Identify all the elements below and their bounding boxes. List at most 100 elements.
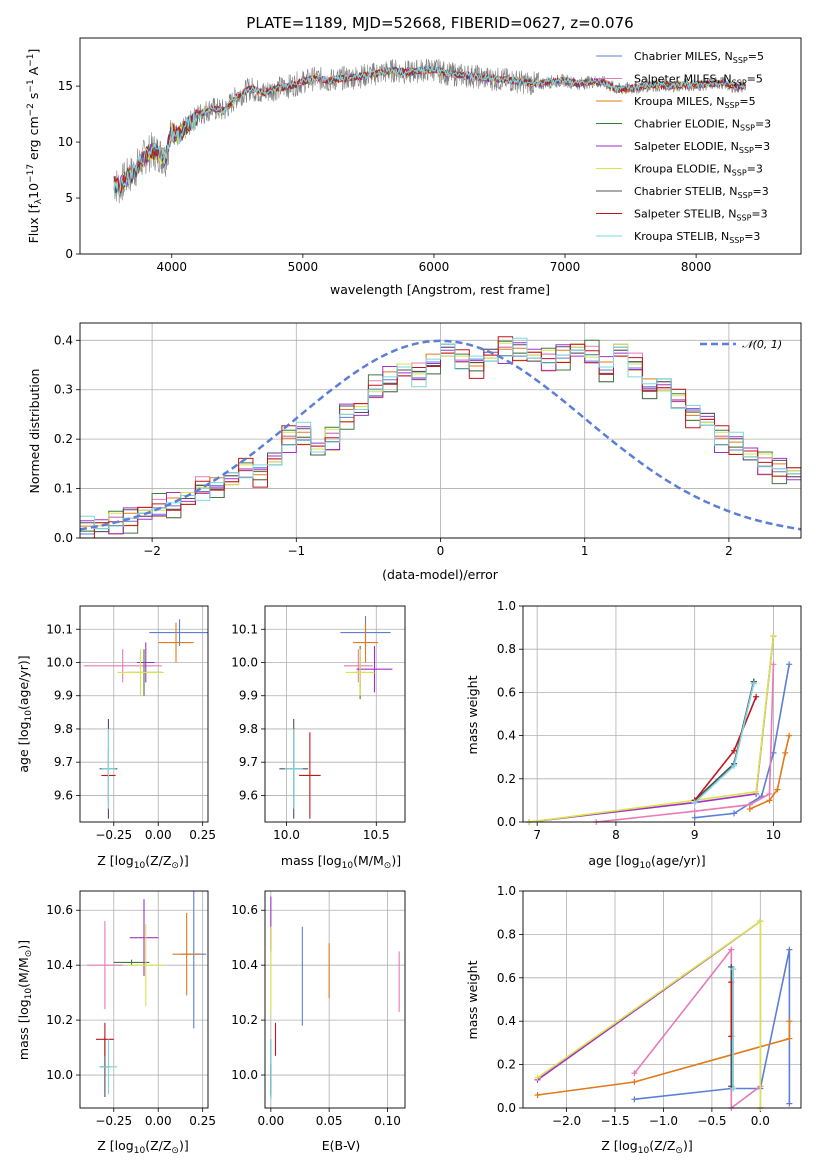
mwz-xlabel: Z [log10(Z/Z⊙)] xyxy=(601,1138,692,1156)
mass-weight-point xyxy=(730,966,737,973)
massz-xlabel: Z [log10(Z/Z⊙)] xyxy=(97,1138,188,1156)
mass-weight-point xyxy=(691,814,698,821)
normal-curve-line xyxy=(79,339,802,531)
y-tick-label: 1.0 xyxy=(497,599,516,613)
massebv-xlabel: E(B-V) xyxy=(322,1138,361,1153)
y-tick-label: 9.6 xyxy=(239,788,258,802)
x-tick-label: 10.5 xyxy=(363,828,390,842)
y-tick-label: 0.3 xyxy=(54,383,73,397)
x-tick-label: −0.5 xyxy=(697,1114,726,1128)
x-tick-label: −0.25 xyxy=(95,828,132,842)
panel-spectrum: PLATE=1189, MJD=52668, FIBERID=0627, z=0… xyxy=(26,14,802,297)
agemass-xlabel: mass [log10(M/M⊙)] xyxy=(281,853,401,871)
mass-weight-line xyxy=(529,636,775,822)
y-tick-label: 10.4 xyxy=(46,958,73,972)
mass-weight-point xyxy=(766,797,773,804)
mass-weight-point xyxy=(728,946,735,953)
agez-ylabel: age [log10(age/yr)] xyxy=(16,655,34,772)
mwage-ylabel: mass weight xyxy=(465,675,480,754)
histogram-series xyxy=(80,337,801,530)
x-tick-label: 4000 xyxy=(156,260,187,274)
x-tick-label: −2.0 xyxy=(552,1114,581,1128)
mass-weight-line xyxy=(537,1021,791,1096)
histogram-series xyxy=(80,336,801,538)
mass-weight-point xyxy=(631,1096,638,1103)
panel-massweight-vs-z: Z [log10(Z/Z⊙)] mass weight −2.0 −1.5 −1.0… xyxy=(465,884,802,1156)
x-tick-label: 0.00 xyxy=(145,1114,172,1128)
mass-weight-point xyxy=(774,786,781,793)
y-tick-label: 0.4 xyxy=(497,729,516,743)
histogram-series xyxy=(80,342,801,535)
massz-ylabel: mass [log10(M/M⊙)] xyxy=(16,940,34,1060)
y-tick-label: 1.0 xyxy=(497,884,516,898)
legend-label: 𝒩(0, 1) xyxy=(742,338,782,351)
y-tick-label: 10.6 xyxy=(46,903,73,917)
x-tick-label: 8000 xyxy=(681,260,712,274)
model-spectrum-line xyxy=(113,65,746,196)
y-tick-label: 0.1 xyxy=(54,482,73,496)
mass-weight-point xyxy=(753,788,760,795)
y-tick-label: 0.0 xyxy=(54,531,73,545)
x-tick-label: −1.5 xyxy=(600,1114,629,1128)
y-tick-label: 15 xyxy=(58,79,73,93)
y-tick-label: 0 xyxy=(65,247,73,261)
x-tick-label: −0.25 xyxy=(95,1114,132,1128)
y-tick-label: 9.9 xyxy=(54,689,73,703)
y-tick-label: 0.6 xyxy=(497,971,516,985)
mass-weight-line xyxy=(537,919,762,1108)
panel-massweight-vs-age: age [log10(age/yr)] mass weight 7 8 9 10 0.0… xyxy=(465,599,802,871)
mass-weight-point xyxy=(631,1078,638,1085)
mass-weight-point xyxy=(786,1035,793,1042)
mwz-ylabel: mass weight xyxy=(465,960,480,1039)
mass-weight-point xyxy=(750,680,757,687)
x-tick-label: 2 xyxy=(725,544,733,558)
legend-label: Chabrier ELODIE, NSSP=3 xyxy=(634,118,771,133)
legend-label: Chabrier STELIB, NSSP=3 xyxy=(634,185,769,200)
axes-frame xyxy=(264,890,406,1109)
mass-weight-point xyxy=(782,749,789,756)
mass-weight-point xyxy=(766,790,773,797)
y-tick-label: 10.0 xyxy=(231,655,258,669)
y-tick-label: 0.8 xyxy=(497,927,516,941)
legend-label: Kroupa ELODIE, NSSP=3 xyxy=(634,163,763,178)
mass-weight-line xyxy=(633,947,761,1108)
y-tick-label: 10.4 xyxy=(231,958,258,972)
x-tick-label: −1 xyxy=(287,544,305,558)
mass-weight-point xyxy=(746,806,753,813)
mass-weight-line xyxy=(694,683,755,804)
x-tick-label: 0.00 xyxy=(257,1114,284,1128)
y-tick-label: 0.4 xyxy=(497,1014,516,1028)
x-tick-label: −2 xyxy=(143,544,161,558)
mass-weight-point xyxy=(757,918,764,925)
mass-weight-point xyxy=(786,1100,793,1107)
x-tick-label: 0.25 xyxy=(189,1114,216,1128)
spectrum-title: PLATE=1189, MJD=52668, FIBERID=0627, z=0… xyxy=(246,14,633,32)
x-tick-label: 5000 xyxy=(288,260,319,274)
y-tick-label: 0.2 xyxy=(497,1058,516,1072)
legend-label: Kroupa STELIB, NSSP=3 xyxy=(634,230,760,245)
axes-frame xyxy=(522,890,802,1109)
axes-frame xyxy=(522,605,802,823)
mass-weight-point xyxy=(691,808,698,815)
mass-weight-point xyxy=(731,747,738,754)
y-tick-label: 10.0 xyxy=(46,655,73,669)
mass-weight-line xyxy=(694,681,755,801)
panel-mass-vs-ebv: E(B-V) 0.00 0.05 0.10 10.0 10.2 10.4 10.6 xyxy=(231,890,406,1153)
hist-ylabel: Normed distribution xyxy=(27,369,42,494)
axes-frame xyxy=(79,605,209,823)
mass-weight-point xyxy=(731,762,738,769)
x-tick-label: 8 xyxy=(612,828,620,842)
x-tick-label: 10.0 xyxy=(273,828,300,842)
y-tick-label: 10.6 xyxy=(231,903,258,917)
x-tick-label: −1.0 xyxy=(649,1114,678,1128)
mass-weight-point xyxy=(786,946,793,953)
x-tick-label: 1 xyxy=(581,544,589,558)
y-tick-label: 10 xyxy=(58,135,73,149)
mass-weight-point xyxy=(534,1074,541,1081)
y-tick-label: 0.6 xyxy=(497,685,516,699)
mass-weight-point xyxy=(730,1085,737,1092)
agez-xlabel: Z [log10(Z/Z⊙)] xyxy=(97,853,188,871)
legend-label: Salpeter ELODIE, NSSP=3 xyxy=(634,140,770,155)
mass-weight-point xyxy=(786,661,793,668)
